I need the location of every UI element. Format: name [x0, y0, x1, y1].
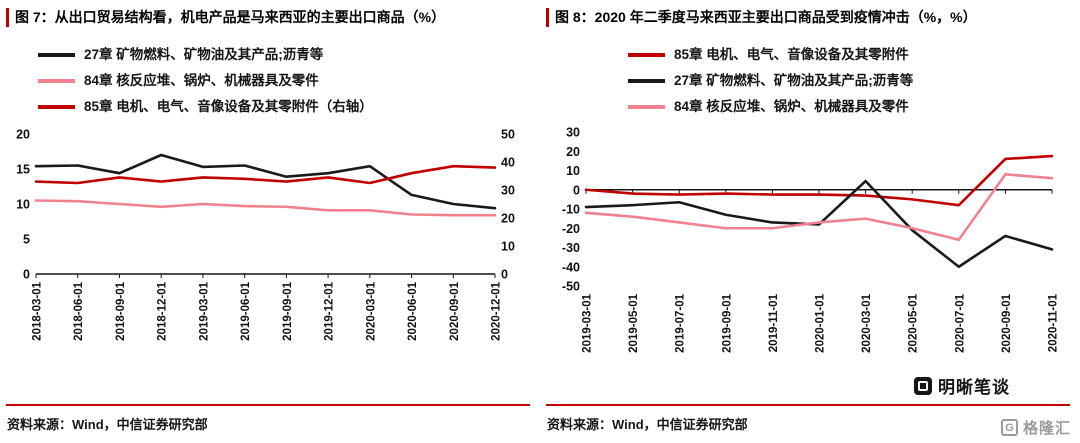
y-right-tick-label: 0	[501, 267, 508, 281]
legend-line-swatch	[38, 53, 75, 58]
legend-label: 27章 矿物燃料、矿物油及其产品;沥青等	[84, 46, 324, 62]
series-line-1-2	[584, 172, 1054, 241]
x-axis-label: 2018-03-01	[32, 281, 44, 340]
x-axis-label: 2018-06-01	[73, 281, 85, 340]
x-axis-label: 2020-09-01	[1001, 293, 1013, 352]
legend-label: 85章 电机、电气、音像设备及其零附件（右轴）	[84, 98, 373, 114]
y-left-tick-label: -40	[562, 260, 580, 274]
x-axis-label: 2020-05-01	[908, 293, 920, 352]
legend-label: 85章 电机、电气、音像设备及其零附件	[674, 46, 909, 62]
legend-label: 84章 核反应堆、锅炉、机械器具及零件	[84, 72, 319, 88]
y-left-tick-label: 30	[566, 125, 580, 139]
x-axis-label: 2020-06-01	[407, 281, 419, 340]
spacer	[6, 360, 530, 404]
legend-item: 27章 矿物燃料、矿物油及其产品;沥青等	[38, 47, 530, 64]
y-left-tick-label: -10	[562, 202, 580, 216]
legend-item: 85章 电机、电气、音像设备及其零附件（右轴）	[38, 99, 530, 116]
series-line-1-0	[584, 154, 1054, 206]
y-left-tick-label: 10	[566, 164, 580, 178]
gelonghui-label: 格隆汇	[1023, 420, 1072, 437]
x-axis-label: 2020-12-01	[491, 281, 503, 340]
x-axis-label: 2019-09-01	[282, 281, 294, 340]
y-right-tick-label: 10	[501, 239, 515, 253]
x-axis-label: 2020-01-01	[815, 293, 827, 352]
y-left-tick-label: 0	[23, 267, 30, 281]
y-left-tick-label: -30	[562, 241, 580, 255]
x-axis-label: 2019-11-01	[768, 293, 780, 352]
x-axis-label: 2020-03-01	[861, 293, 873, 352]
figure-8-panel: 图 8：2020 年二季度马来西亚主要出口商品受到疫情冲击（%，%） 85章 电…	[540, 0, 1080, 443]
x-axis-label: 2018-12-01	[157, 281, 169, 340]
legend-item: 84章 核反应堆、锅炉、机械器具及零件	[628, 99, 1070, 116]
y-left-tick-label: 10	[16, 197, 30, 211]
y-left-tick-label: 15	[16, 162, 30, 176]
series-line-0-0	[34, 153, 497, 210]
gelonghui-watermark: G 格隆汇	[1001, 417, 1072, 438]
figure-7-line-chart: 0 5 10 15 20 0 10 20 30 40 50 2018-03-01 2018-06-01 2…	[16, 127, 515, 340]
legend-line-swatch	[628, 105, 665, 110]
legend-item: 27章 矿物燃料、矿物油及其产品;沥青等	[628, 73, 1070, 90]
y-right-tick-label: 30	[501, 183, 515, 197]
legend-item: 84章 核反应堆、锅炉、机械器具及零件	[38, 73, 530, 90]
x-axis-label: 2020-11-01	[1048, 293, 1060, 352]
x-axis-label: 2019-03-01	[198, 281, 210, 340]
y-left-tick-label: 0	[573, 183, 580, 197]
x-axis-label: 2019-12-01	[324, 281, 336, 340]
y-right-tick-label: 20	[501, 211, 515, 225]
y-left-tick-label: 5	[23, 232, 30, 246]
legend-line-swatch	[628, 53, 665, 58]
mingxi-bitan-watermark: 明晰笔谈	[914, 373, 1010, 398]
x-axis-label: 2019-05-01	[628, 293, 640, 352]
x-axis-label: 2019-09-01	[721, 293, 733, 352]
legend-label: 84章 核反应堆、锅炉、机械器具及零件	[674, 98, 909, 114]
figure-7-title: 图 7：从出口贸易结构看，机电产品是马来西亚的主要出口商品（%）	[6, 8, 530, 27]
figure-8-source: 资料来源：Wind，中信证券研究部	[547, 417, 748, 432]
y-left-tick-label: 20	[16, 127, 30, 141]
mingxi-bitan-logo-icon	[914, 376, 932, 395]
figure-7-panel: 图 7：从出口贸易结构看，机电产品是马来西亚的主要出口商品（%） 27章 矿物燃…	[6, 8, 530, 432]
figure-8-divider-line	[546, 404, 1070, 406]
x-axis-label: 2020-07-01	[954, 293, 966, 352]
figure-8-title: 图 8：2020 年二季度马来西亚主要出口商品受到疫情冲击（%，%）	[546, 8, 1070, 27]
legend-item: 85章 电机、电气、音像设备及其零附件	[628, 47, 1070, 64]
legend-line-swatch	[38, 79, 75, 84]
legend-label: 27章 矿物燃料、矿物油及其产品;沥青等	[674, 72, 914, 88]
figure-7-source: 资料来源：Wind，中信证券研究部	[7, 417, 208, 432]
x-axis-label: 2018-09-01	[115, 281, 127, 340]
y-right-tick-label: 50	[501, 127, 515, 141]
figure-7-divider-line	[6, 404, 530, 406]
legend-line-swatch	[38, 105, 75, 110]
y-left-tick-label: -50	[562, 279, 580, 293]
y-left-tick-label: -20	[562, 221, 580, 235]
figure-8-legend: 85章 电机、电气、音像设备及其零附件 27章 矿物燃料、矿物油及其产品;沥青等 8…	[628, 47, 1070, 116]
x-axis-label: 2020-03-01	[365, 281, 377, 340]
series-line-0-1	[34, 198, 497, 217]
figure-7-legend: 27章 矿物燃料、矿物油及其产品;沥青等 84章 核反应堆、锅炉、机械器具及零件 8…	[38, 47, 530, 116]
y-right-tick-label: 40	[501, 155, 515, 169]
series-line-1-1	[584, 179, 1054, 268]
mingxi-bitan-label: 明晰笔谈	[938, 373, 1010, 398]
y-left-tick-label: 20	[566, 144, 580, 158]
x-axis-label: 2019-06-01	[240, 281, 252, 340]
x-axis-label: 2019-07-01	[675, 293, 687, 352]
series-line-0-2	[34, 164, 497, 184]
x-axis-label: 2019-03-01	[582, 293, 594, 352]
x-axis-label: 2020-09-01	[449, 281, 461, 340]
legend-line-swatch	[628, 79, 665, 84]
gelonghui-logo-icon: G	[1001, 419, 1018, 436]
